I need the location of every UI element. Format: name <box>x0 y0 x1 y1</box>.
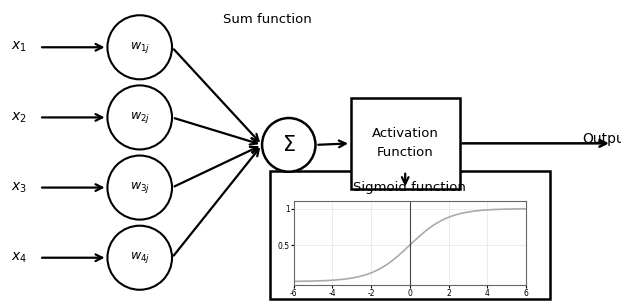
Text: $x_3$: $x_3$ <box>11 180 27 195</box>
Ellipse shape <box>107 85 172 149</box>
Text: Output: Output <box>582 132 621 146</box>
Text: $w_{4j}$: $w_{4j}$ <box>130 250 150 265</box>
Text: Sigmoid function: Sigmoid function <box>353 181 466 194</box>
Text: $w_{1j}$: $w_{1j}$ <box>130 40 150 55</box>
Ellipse shape <box>107 15 172 79</box>
Text: $x_2$: $x_2$ <box>11 110 27 125</box>
Ellipse shape <box>262 118 315 172</box>
Text: Activation
Function: Activation Function <box>372 127 438 159</box>
Text: $x_1$: $x_1$ <box>11 40 27 55</box>
Text: $x_4$: $x_4$ <box>11 250 27 265</box>
Text: Sum function: Sum function <box>223 13 311 26</box>
Text: $\Sigma$: $\Sigma$ <box>282 135 296 155</box>
Bar <box>351 98 460 189</box>
Ellipse shape <box>107 156 172 220</box>
Text: $w_{2j}$: $w_{2j}$ <box>130 110 150 125</box>
Bar <box>270 171 550 299</box>
Text: $w_{3j}$: $w_{3j}$ <box>130 180 150 195</box>
Ellipse shape <box>107 226 172 290</box>
